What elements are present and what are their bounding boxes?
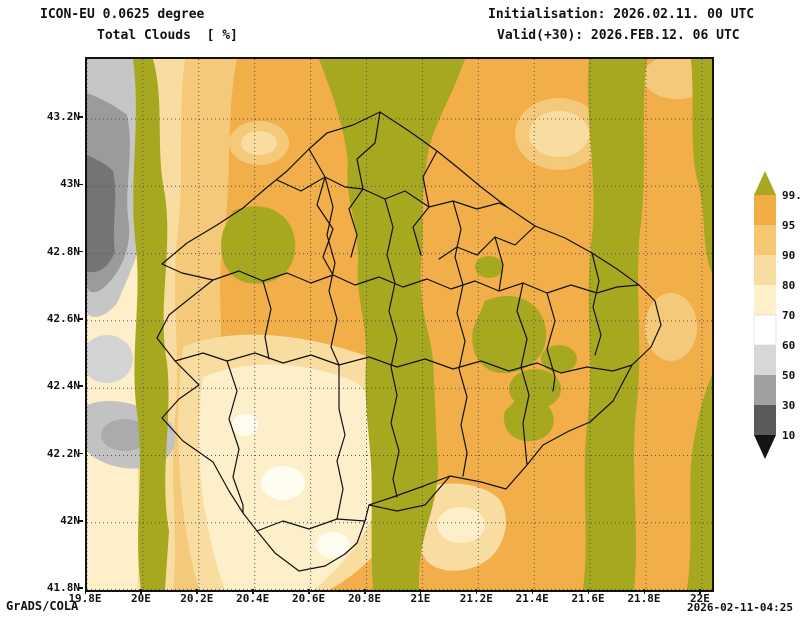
x-tick-mark xyxy=(419,589,422,594)
y-tick-mark xyxy=(78,250,83,253)
x-tick-label: 20E xyxy=(130,592,151,605)
model-title: ICON-EU 0.0625 degree xyxy=(40,7,205,22)
y-tick-mark xyxy=(78,587,83,589)
x-tick-mark xyxy=(140,589,142,594)
colorbar-tick-label: 50 xyxy=(782,369,795,382)
x-tick-mark xyxy=(84,589,86,594)
x-tick-mark xyxy=(196,589,198,594)
y-tick-mark xyxy=(78,385,83,387)
x-tick-mark xyxy=(699,589,701,594)
colorbar-tick-label: 80 xyxy=(782,279,795,292)
x-tick-label: 21.8E xyxy=(627,592,661,605)
y-tick-mark xyxy=(78,452,83,455)
valid-time-label: Valid(+30): 2026.FEB.12. 06 UTC xyxy=(497,28,740,43)
y-tick-label: 42.4N xyxy=(46,379,80,393)
y-tick-mark xyxy=(78,116,83,118)
x-tick-mark xyxy=(364,589,366,594)
map-plot xyxy=(85,57,714,592)
y-tick-label: 41.8N xyxy=(46,581,80,595)
y-tick-mark xyxy=(78,183,83,186)
x-tick-label: 20.8E xyxy=(347,592,382,605)
y-tick-mark xyxy=(78,520,83,522)
x-tick-mark xyxy=(587,589,590,594)
colorbar-tick-label: 90 xyxy=(782,249,795,262)
x-tick-mark xyxy=(308,589,310,594)
map-canvas xyxy=(87,59,712,590)
grads-credit: GrADS/COLA xyxy=(6,599,79,613)
latlon-grid-overlay xyxy=(87,59,712,590)
x-tick-mark xyxy=(531,589,534,594)
x-tick-label: 20.6E xyxy=(292,592,326,605)
y-tick-label: 42.8N xyxy=(46,244,80,258)
y-tick-label: 43N xyxy=(60,177,80,191)
x-tick-label: 20.4E xyxy=(236,592,270,605)
variable-title: Total Clouds [ %] xyxy=(97,28,238,43)
y-tick-mark xyxy=(78,318,83,320)
cloud-shading-layer xyxy=(87,59,712,590)
x-tick-label: 21.6E xyxy=(571,592,605,605)
admin-borders-overlay xyxy=(156,111,662,572)
x-tick-label: 19.8E xyxy=(68,592,102,605)
x-tick-label: 21.4E xyxy=(515,592,549,605)
country-outline xyxy=(156,111,662,572)
y-tick-label: 42.6N xyxy=(46,311,80,325)
colorbar-tick-label: 10 xyxy=(782,429,795,442)
y-tick-label: 42N xyxy=(60,513,80,527)
colorbar-tick-label: 70 xyxy=(782,309,795,322)
render-timestamp: 2026-02-11-04:25 xyxy=(687,601,793,614)
x-tick-label: 22E xyxy=(689,592,710,605)
colorbar-tick-label: 30 xyxy=(782,399,795,412)
colorbar-tick-label: 60 xyxy=(782,339,795,352)
x-tick-label: 21E xyxy=(410,592,431,605)
x-tick-label: 20.2E xyxy=(180,592,214,605)
colorbar-tick-label: 99.5 xyxy=(782,189,800,202)
x-tick-mark xyxy=(252,589,254,594)
y-tick-label: 42.2N xyxy=(46,446,80,460)
colorbar: 99.5 95 90 80 70 60 50 30 10 xyxy=(753,171,800,459)
x-tick-mark xyxy=(643,589,645,594)
initialisation-label: Initialisation: 2026.02.11. 00 UTC xyxy=(488,7,755,22)
y-tick-label: 43.2N xyxy=(46,110,80,123)
colorbar-tick-label: 95 xyxy=(782,219,795,232)
x-tick-label: 21.2E xyxy=(459,592,493,605)
x-tick-mark xyxy=(475,589,478,594)
